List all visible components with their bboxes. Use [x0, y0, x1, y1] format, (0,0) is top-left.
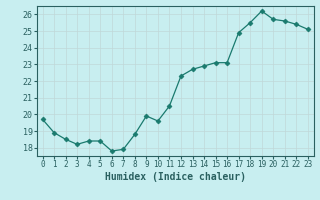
- X-axis label: Humidex (Indice chaleur): Humidex (Indice chaleur): [105, 172, 246, 182]
